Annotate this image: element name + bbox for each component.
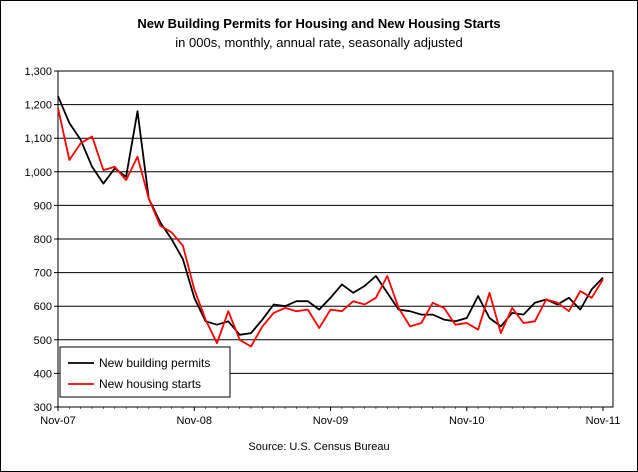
chart-source: Source: U.S. Census Bureau bbox=[248, 441, 390, 453]
chart-subtitle: in 000s, monthly, annual rate, seasonall… bbox=[175, 35, 463, 50]
legend-box bbox=[59, 346, 231, 398]
x-tick-label: Nov-07 bbox=[40, 415, 75, 427]
series-line-starts bbox=[57, 107, 604, 348]
x-tick-label: Nov-09 bbox=[313, 415, 348, 427]
y-axis: 300 400 500 600 700 800 900 1,000 1,100 1,200 1,30… bbox=[24, 66, 58, 414]
chart-title: New Building Permits for Housing and New… bbox=[137, 16, 501, 31]
y-tick-label: 1,200 bbox=[24, 100, 52, 112]
x-axis: Nov-07 Nov-08 Nov-09 Nov-10 Nov-11 bbox=[40, 407, 620, 427]
y-tick-label: 1,300 bbox=[24, 66, 52, 78]
grid-lines bbox=[58, 104, 613, 374]
y-tick-label: 500 bbox=[34, 335, 52, 347]
x-tick-label: Nov-11 bbox=[586, 415, 621, 427]
y-tick-label: 800 bbox=[34, 234, 52, 246]
y-tick-label: 300 bbox=[34, 402, 52, 414]
y-tick-label: 900 bbox=[34, 200, 52, 212]
legend-label-starts: New housing starts bbox=[99, 377, 201, 391]
x-tick-label: Nov-08 bbox=[177, 415, 212, 427]
y-tick-label: 600 bbox=[34, 301, 52, 313]
y-tick-label: 1,000 bbox=[24, 167, 52, 179]
y-tick-label: 400 bbox=[34, 368, 52, 380]
x-tick-label: Nov-10 bbox=[449, 415, 484, 427]
y-tick-label: 700 bbox=[34, 268, 52, 280]
series-lines bbox=[57, 95, 604, 348]
legend: New building permits New housing starts bbox=[59, 346, 231, 398]
y-tick-label: 1,100 bbox=[24, 133, 52, 145]
series-line-permits bbox=[57, 95, 604, 336]
legend-label-permits: New building permits bbox=[99, 356, 210, 370]
